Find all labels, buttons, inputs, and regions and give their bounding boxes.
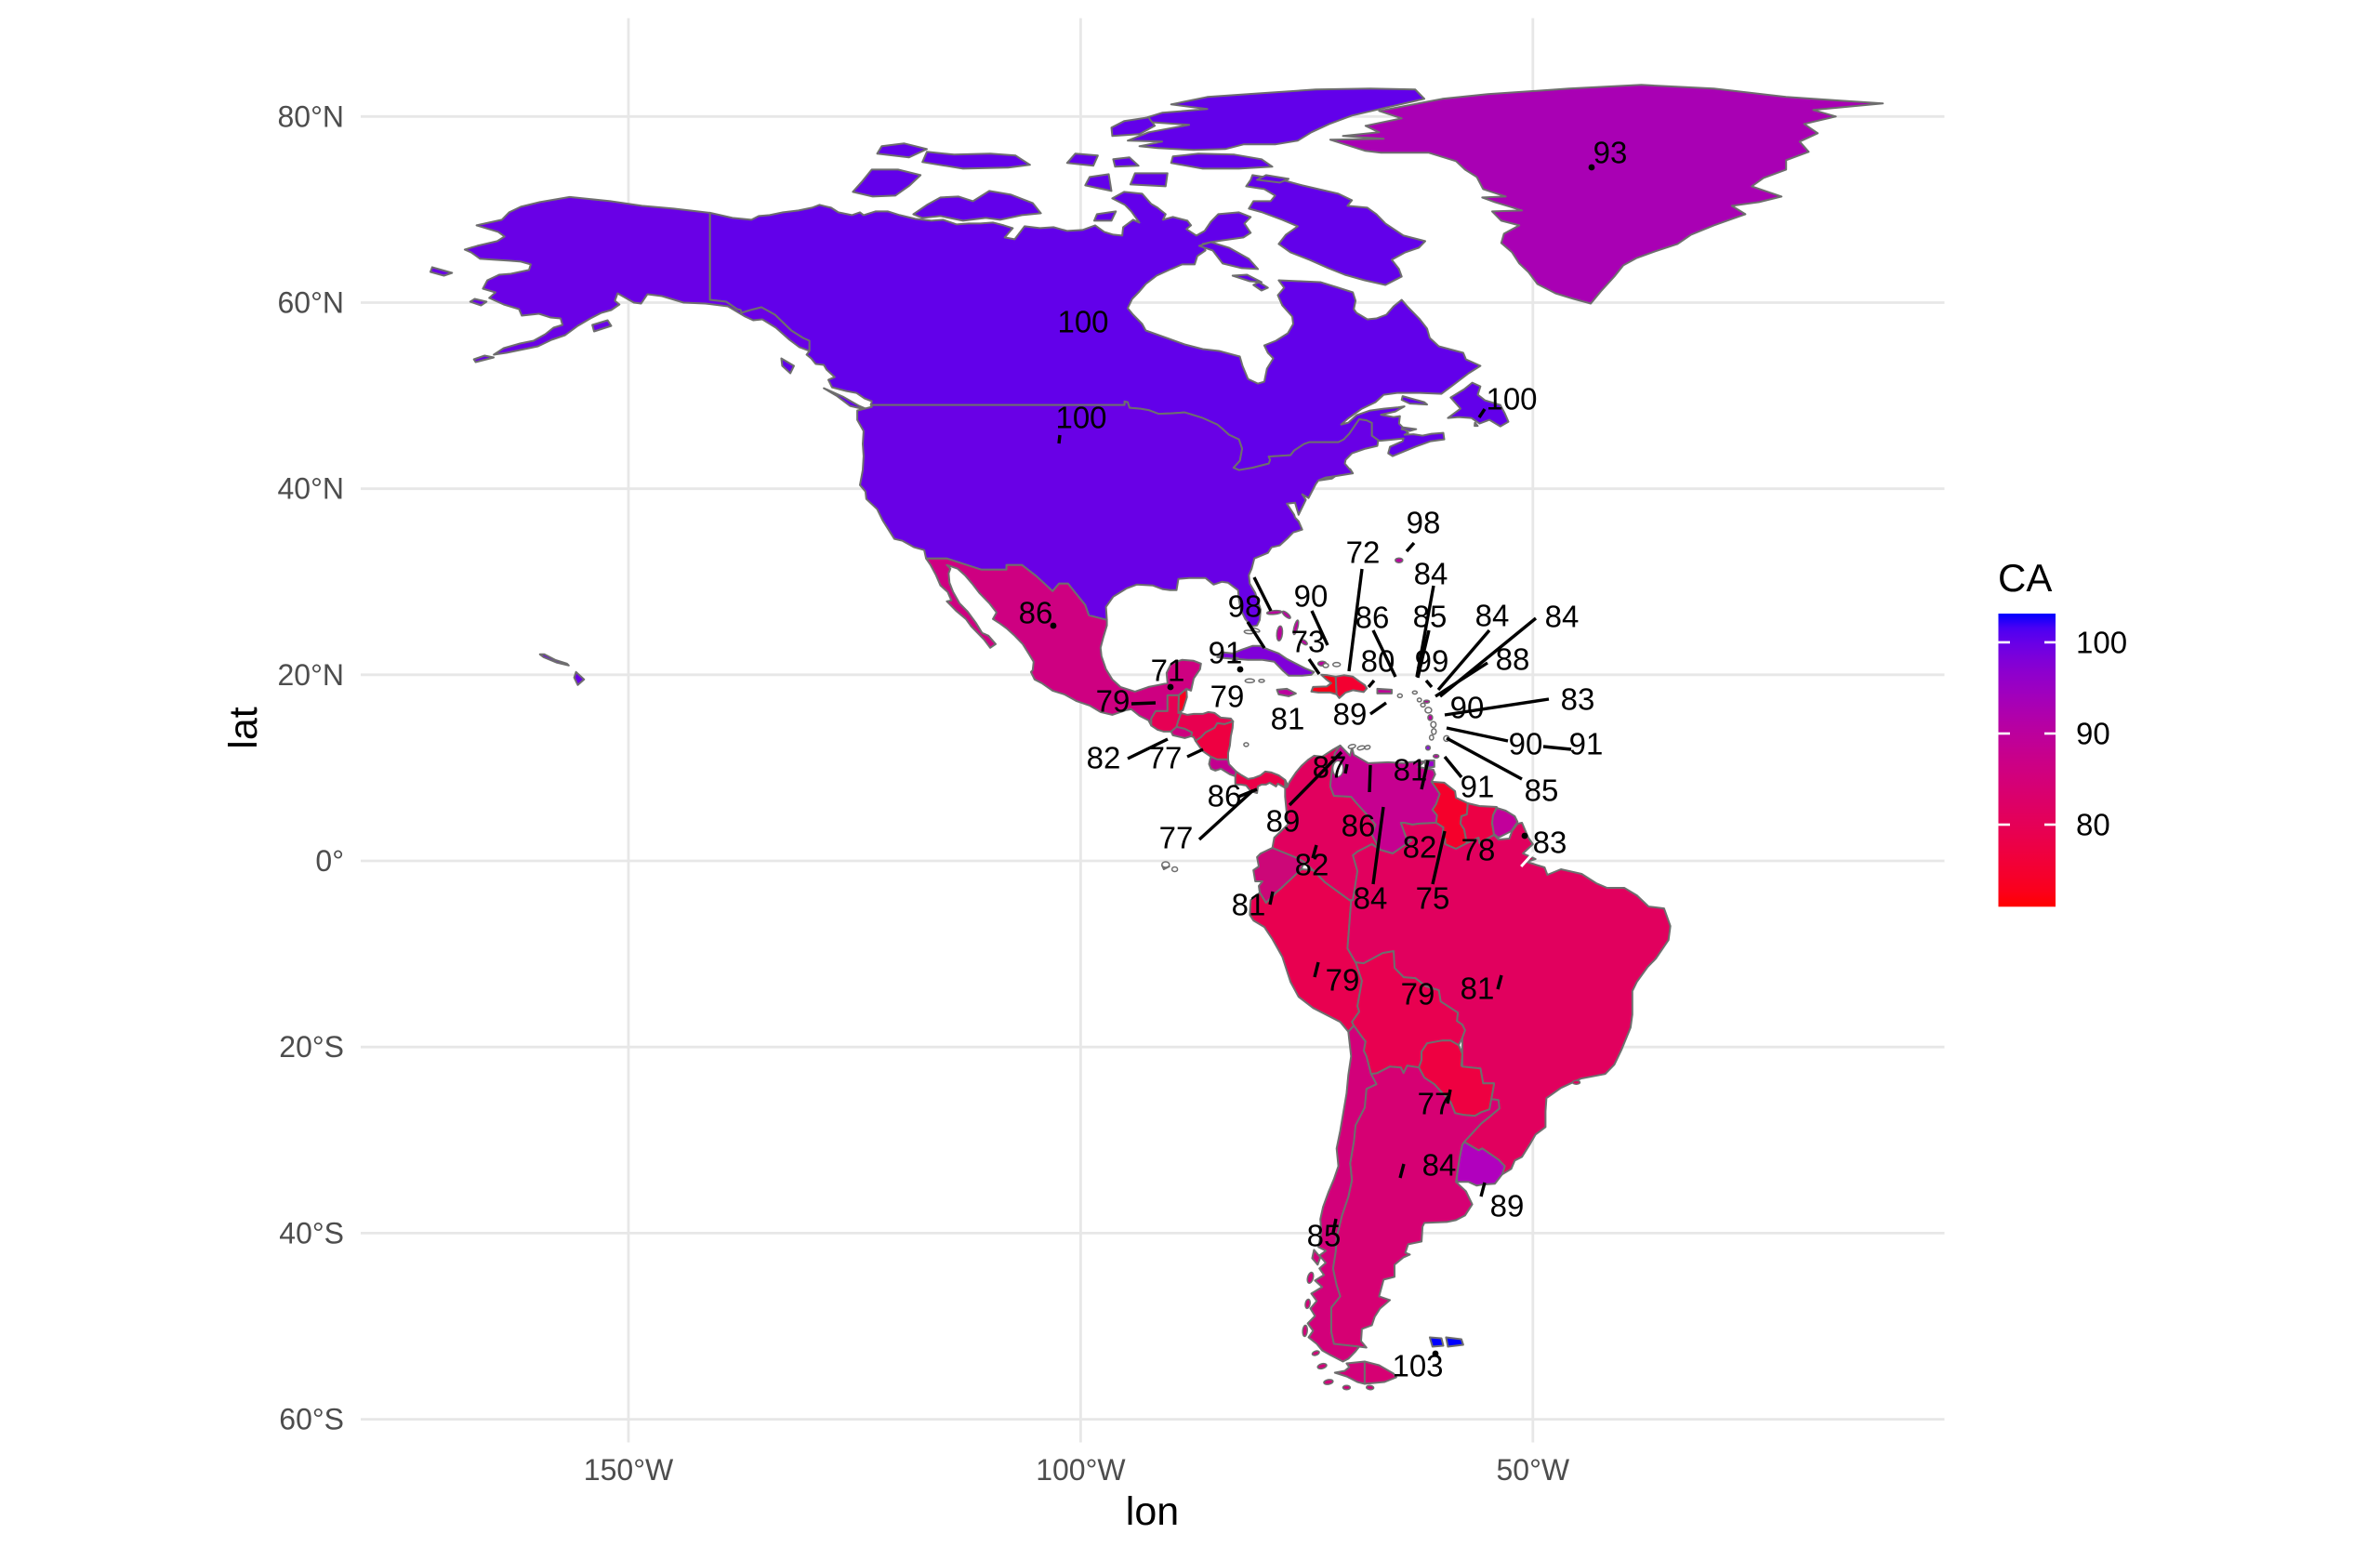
svg-text:72: 72 bbox=[1346, 536, 1381, 570]
svg-text:87: 87 bbox=[1313, 750, 1347, 785]
svg-text:91: 91 bbox=[1209, 636, 1243, 670]
svg-text:0°: 0° bbox=[315, 844, 344, 878]
svg-text:79: 79 bbox=[1210, 680, 1245, 714]
svg-text:80: 80 bbox=[1361, 644, 1395, 679]
svg-text:71: 71 bbox=[1151, 654, 1185, 688]
svg-text:84: 84 bbox=[1545, 600, 1580, 634]
svg-text:60°S: 60°S bbox=[279, 1403, 344, 1436]
svg-text:93: 93 bbox=[1593, 136, 1628, 170]
svg-text:80: 80 bbox=[2076, 808, 2110, 842]
svg-text:83: 83 bbox=[1561, 682, 1595, 717]
svg-text:81: 81 bbox=[1232, 888, 1266, 922]
svg-text:77: 77 bbox=[1159, 821, 1194, 855]
svg-text:100: 100 bbox=[2076, 625, 2127, 659]
svg-text:40°S: 40°S bbox=[279, 1216, 344, 1250]
svg-text:81: 81 bbox=[1271, 702, 1305, 736]
svg-text:89: 89 bbox=[1333, 697, 1368, 732]
svg-text:81: 81 bbox=[1461, 972, 1495, 1006]
svg-text:90: 90 bbox=[1509, 727, 1543, 761]
svg-text:79: 79 bbox=[1096, 684, 1130, 719]
svg-text:20°S: 20°S bbox=[279, 1030, 344, 1064]
svg-text:100: 100 bbox=[1486, 382, 1537, 416]
svg-text:82: 82 bbox=[1403, 830, 1437, 865]
svg-text:20°N: 20°N bbox=[278, 658, 345, 692]
svg-text:lon: lon bbox=[1126, 1489, 1179, 1534]
svg-text:88: 88 bbox=[1496, 642, 1530, 677]
svg-text:90: 90 bbox=[2076, 717, 2110, 751]
svg-text:80°N: 80°N bbox=[278, 99, 345, 133]
svg-text:90: 90 bbox=[1450, 691, 1485, 725]
svg-text:98: 98 bbox=[1407, 506, 1441, 540]
svg-text:73: 73 bbox=[1291, 625, 1326, 659]
svg-text:lat: lat bbox=[221, 707, 266, 748]
svg-text:83: 83 bbox=[1533, 826, 1567, 860]
svg-text:90: 90 bbox=[1294, 579, 1329, 614]
svg-text:84: 84 bbox=[1475, 599, 1510, 633]
svg-text:84: 84 bbox=[1422, 1148, 1457, 1183]
svg-text:82: 82 bbox=[1087, 741, 1121, 775]
svg-text:79: 79 bbox=[1326, 963, 1360, 998]
svg-text:103: 103 bbox=[1392, 1349, 1443, 1383]
svg-text:CA: CA bbox=[1998, 556, 2052, 600]
svg-text:75: 75 bbox=[1416, 881, 1450, 916]
svg-text:91: 91 bbox=[1569, 727, 1604, 761]
svg-text:98: 98 bbox=[1228, 589, 1263, 624]
svg-text:85: 85 bbox=[1413, 600, 1448, 634]
svg-text:79: 79 bbox=[1401, 977, 1435, 1012]
svg-text:91: 91 bbox=[1461, 770, 1495, 804]
svg-text:100: 100 bbox=[1055, 401, 1106, 435]
svg-text:82: 82 bbox=[1295, 848, 1329, 882]
svg-text:84: 84 bbox=[1414, 557, 1448, 591]
svg-text:99: 99 bbox=[1415, 644, 1449, 679]
svg-text:81: 81 bbox=[1394, 753, 1428, 787]
svg-text:60°N: 60°N bbox=[278, 286, 345, 320]
svg-text:85: 85 bbox=[1307, 1219, 1342, 1253]
svg-text:86: 86 bbox=[1355, 601, 1390, 635]
svg-text:85: 85 bbox=[1525, 774, 1559, 808]
svg-text:86: 86 bbox=[1019, 596, 1053, 630]
svg-text:89: 89 bbox=[1490, 1189, 1525, 1223]
svg-text:89: 89 bbox=[1266, 804, 1301, 839]
svg-text:40°N: 40°N bbox=[278, 472, 345, 506]
svg-text:77: 77 bbox=[1418, 1087, 1452, 1121]
svg-text:77: 77 bbox=[1148, 741, 1183, 775]
svg-text:150°W: 150°W bbox=[584, 1453, 674, 1487]
svg-text:78: 78 bbox=[1461, 833, 1496, 867]
svg-text:50°W: 50°W bbox=[1497, 1453, 1570, 1487]
svg-text:100: 100 bbox=[1057, 305, 1108, 339]
svg-text:86: 86 bbox=[1208, 779, 1242, 813]
svg-text:100°W: 100°W bbox=[1036, 1453, 1126, 1487]
svg-text:86: 86 bbox=[1342, 809, 1376, 843]
svg-text:84: 84 bbox=[1354, 881, 1388, 916]
